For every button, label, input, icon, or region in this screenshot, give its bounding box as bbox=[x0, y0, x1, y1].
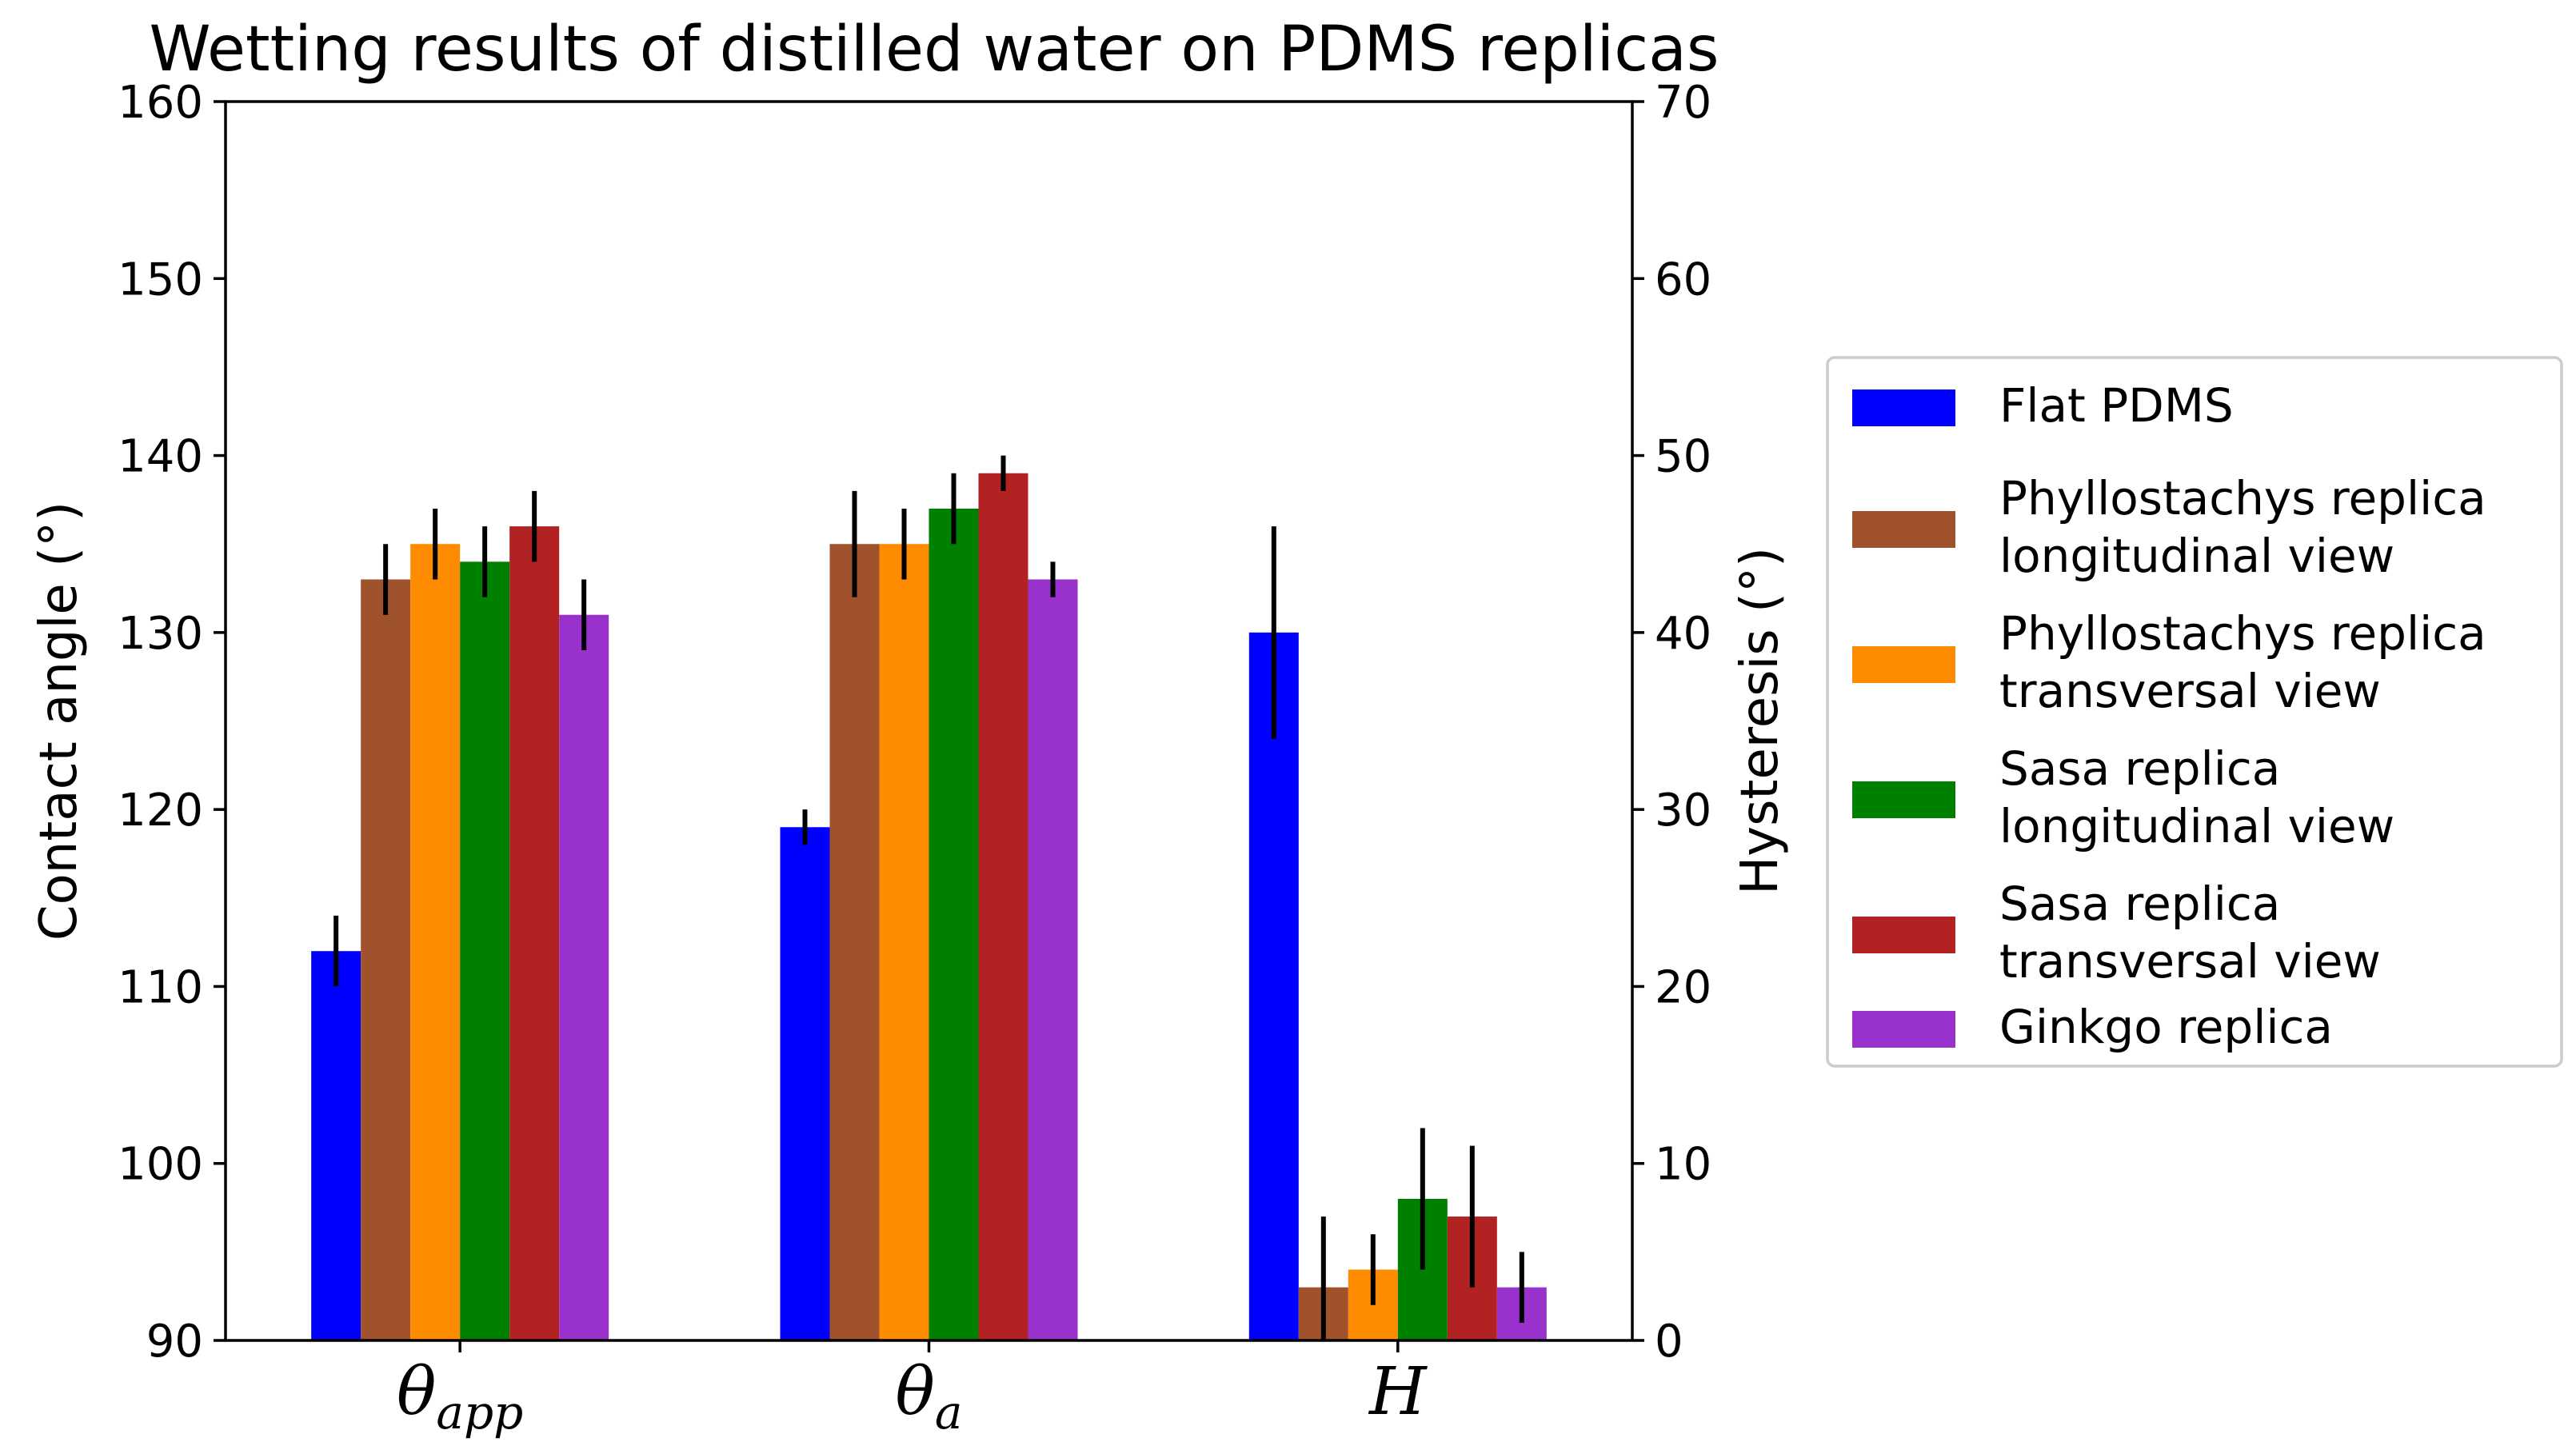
legend-label-line: Flat PDMS bbox=[1999, 378, 2234, 433]
y-right-tick-label: 20 bbox=[1655, 961, 1711, 1013]
y-axis-left-label: Contact angle (°) bbox=[30, 501, 89, 941]
legend-label-4: Sasa replica transversal view bbox=[1999, 877, 2381, 989]
bar-1-4 bbox=[978, 473, 1028, 1341]
y-left-tick-label: 130 bbox=[118, 608, 203, 660]
y-axis-right-label: Hysteresis (°) bbox=[1731, 547, 1790, 895]
bar-1-5 bbox=[1028, 579, 1078, 1340]
legend-label-2: Phyllostachys replica transversal view bbox=[1999, 606, 2486, 718]
x-tick-label: θapp bbox=[397, 1354, 523, 1440]
bar-0-2 bbox=[410, 544, 461, 1340]
bar-0-5 bbox=[559, 614, 609, 1340]
y-left-tick-label: 160 bbox=[118, 77, 203, 129]
legend-swatch-3 bbox=[1852, 781, 1955, 818]
legend-swatch-0 bbox=[1852, 389, 1955, 426]
chart-title: Wetting results of distilled water on PD… bbox=[149, 14, 1719, 86]
bars-layer bbox=[311, 473, 1547, 1341]
legend-label-line: longitudinal view bbox=[1999, 529, 2394, 583]
legend-label-line: Sasa replica bbox=[1999, 741, 2280, 796]
x-category-labels: θapp θa H bbox=[397, 1340, 1428, 1440]
legend-label-line: Sasa replica bbox=[1999, 877, 2280, 931]
bar-2-0 bbox=[1248, 632, 1299, 1340]
y-right-tick-label: 50 bbox=[1655, 431, 1711, 483]
y-right-tick-label: 60 bbox=[1655, 254, 1711, 306]
legend-label-line: Phyllostachys replica bbox=[1999, 471, 2486, 525]
x-tick-label-base: θ bbox=[896, 1354, 935, 1430]
y-left-tick-label: 150 bbox=[118, 254, 203, 306]
legend-label-0: Flat PDMS bbox=[1999, 378, 2234, 433]
legend-label-line: Ginkgo replica bbox=[1999, 1000, 2333, 1054]
bar-0-0 bbox=[311, 951, 361, 1340]
y-right-tick-label: 70 bbox=[1655, 77, 1711, 129]
bar-1-1 bbox=[829, 544, 880, 1340]
x-tick-label-subscript: app bbox=[436, 1385, 523, 1440]
legend-label-3: Sasa replica longitudinal view bbox=[1999, 741, 2394, 853]
ticks-layer: 90 0 100 10 110 20 120 30 130 40 140 50 150 60 160 70 bbox=[118, 77, 1711, 1368]
legend-label-line: Phyllostachys replica bbox=[1999, 606, 2486, 661]
x-tick-label-base: H bbox=[1368, 1354, 1428, 1430]
bar-0-4 bbox=[509, 526, 560, 1340]
bar-0-3 bbox=[460, 561, 510, 1340]
legend-label-line: transversal view bbox=[1999, 934, 2381, 989]
legend-label-line: transversal view bbox=[1999, 664, 2381, 718]
x-tick-label: H bbox=[1368, 1354, 1428, 1430]
y-left-tick-label: 120 bbox=[118, 785, 203, 837]
x-tick-label-subscript: a bbox=[935, 1385, 963, 1440]
legend-swatch-4 bbox=[1852, 917, 1955, 953]
bar-0-1 bbox=[361, 579, 411, 1340]
y-right-tick-label: 40 bbox=[1655, 608, 1711, 660]
x-tick-label-base: θ bbox=[397, 1354, 436, 1430]
x-tick-label: θa bbox=[896, 1354, 963, 1440]
y-right-tick-label: 30 bbox=[1655, 785, 1711, 837]
y-left-tick-label: 90 bbox=[146, 1316, 203, 1368]
y-left-tick-label: 100 bbox=[118, 1139, 203, 1191]
legend-swatch-1 bbox=[1852, 511, 1955, 548]
legend-frame bbox=[1826, 356, 2563, 1068]
y-left-tick-label: 110 bbox=[118, 961, 203, 1013]
legend-label-1: Phyllostachys replica longitudinal view bbox=[1999, 471, 2486, 583]
y-right-tick-label: 10 bbox=[1655, 1139, 1711, 1191]
bar-1-0 bbox=[780, 827, 830, 1340]
error-bars-layer bbox=[333, 455, 1524, 1340]
legend-label-5: Ginkgo replica bbox=[1999, 1000, 2333, 1054]
y-left-tick-label: 140 bbox=[118, 431, 203, 483]
legend-swatch-5 bbox=[1852, 1011, 1955, 1048]
bar-1-3 bbox=[929, 508, 979, 1340]
legend-swatch-2 bbox=[1852, 646, 1955, 683]
legend-label-line: longitudinal view bbox=[1999, 799, 2394, 853]
bar-1-2 bbox=[879, 544, 929, 1340]
y-right-tick-label: 0 bbox=[1655, 1316, 1683, 1368]
